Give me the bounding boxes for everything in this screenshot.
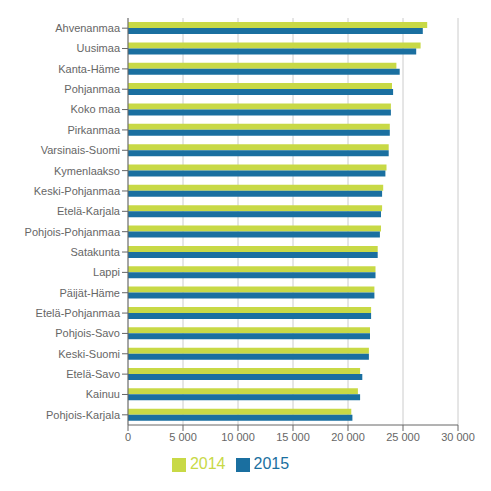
svg-text:10 000: 10 000 — [221, 431, 255, 443]
svg-text:Koko maa: Koko maa — [70, 103, 120, 115]
svg-text:25 000: 25 000 — [386, 431, 420, 443]
svg-text:Pirkanmaa: Pirkanmaa — [67, 124, 120, 136]
svg-text:Pohjois-Karjala: Pohjois-Karjala — [46, 409, 121, 421]
svg-text:Pohjois-Pohjanmaa: Pohjois-Pohjanmaa — [25, 226, 121, 238]
svg-text:Keski-Suomi: Keski-Suomi — [58, 348, 120, 360]
svg-text:Satakunta: Satakunta — [70, 246, 120, 258]
html-text:2015: 2015 — [253, 455, 290, 472]
svg-text:Pohjanmaa: Pohjanmaa — [64, 83, 121, 95]
svg-text:30 000: 30 000 — [441, 431, 475, 443]
svg-text:Kymenlaakso: Kymenlaakso — [54, 165, 120, 177]
svg-text:Keski-Pohjanmaa: Keski-Pohjanmaa — [34, 185, 121, 197]
svg-text:Etelä-Pohjanmaa: Etelä-Pohjanmaa — [36, 307, 121, 319]
svg-text:Kanta-Häme: Kanta-Häme — [58, 63, 120, 75]
svg-text:Lappi: Lappi — [93, 266, 120, 278]
svg-text:20 000: 20 000 — [331, 431, 365, 443]
svg-text:Etelä-Karjala: Etelä-Karjala — [57, 205, 121, 217]
svg-text:Kainuu: Kainuu — [86, 388, 120, 400]
svg-text:Uusimaa: Uusimaa — [77, 42, 121, 54]
svg-text:Ahvenanmaa: Ahvenanmaa — [55, 22, 121, 34]
html-text:2014: 2014 — [189, 455, 226, 472]
svg-text:0: 0 — [125, 431, 131, 443]
svg-text:Etelä-Savo: Etelä-Savo — [66, 368, 120, 380]
svg-text:15 000: 15 000 — [276, 431, 310, 443]
svg-text:Päijät-Häme: Päijät-Häme — [59, 287, 120, 299]
svg-text:5 000: 5 000 — [169, 431, 197, 443]
svg-text:Pohjois-Savo: Pohjois-Savo — [55, 327, 120, 339]
svg-text:Varsinais-Suomi: Varsinais-Suomi — [41, 144, 120, 156]
